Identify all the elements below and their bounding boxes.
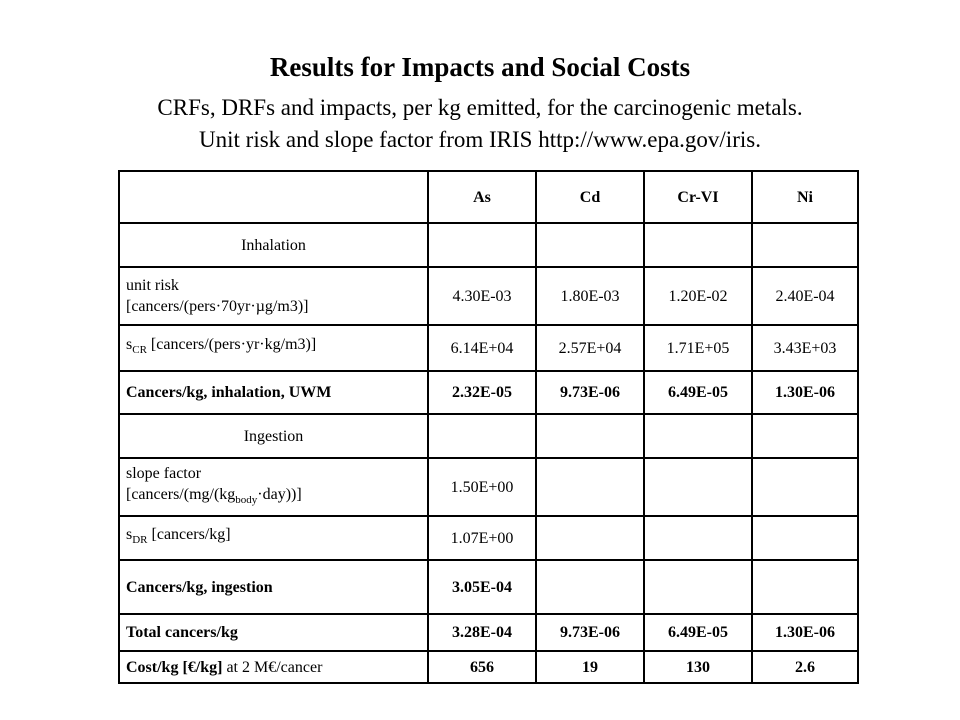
slope-factor-cr-vi bbox=[643, 457, 753, 517]
cost-cd: 19 bbox=[535, 650, 645, 684]
slope-factor-label: slope factor [cancers/(mg/(kgbody·day))] bbox=[118, 457, 429, 517]
cancers-ingestion-cd bbox=[535, 559, 645, 615]
inhalation-section-row: Inhalation bbox=[118, 222, 859, 268]
results-table: As Cd Cr-VI Ni Inhalation unit risk [canc… bbox=[118, 170, 859, 684]
cancers-ingestion-row: Cancers/kg, ingestion 3.05E-04 bbox=[118, 559, 859, 615]
table-cell bbox=[535, 413, 645, 459]
table-cell bbox=[643, 222, 753, 268]
header-cell-ni: Ni bbox=[751, 170, 859, 224]
scr-row: sCR [cancers/(pers·yr·kg/m3)] 6.14E+04 2… bbox=[118, 324, 859, 372]
sdr-label: sDR [cancers/kg] bbox=[118, 515, 429, 561]
table-cell bbox=[751, 413, 859, 459]
scr-as: 6.14E+04 bbox=[427, 324, 537, 372]
cost-as: 656 bbox=[427, 650, 537, 684]
cancers-inhalation-cr-vi: 6.49E-05 bbox=[643, 370, 753, 415]
scr-cd: 2.57E+04 bbox=[535, 324, 645, 372]
header-cell-empty bbox=[118, 170, 429, 224]
cancers-inhalation-row: Cancers/kg, inhalation, UWM 2.32E-05 9.7… bbox=[118, 370, 859, 415]
inhalation-label: Inhalation bbox=[118, 222, 429, 268]
cancers-ingestion-label: Cancers/kg, ingestion bbox=[118, 559, 429, 615]
sdr-cr-vi bbox=[643, 515, 753, 561]
header-cell-as: As bbox=[427, 170, 537, 224]
cost-label: Cost/kg [€/kg] at 2 M€/cancer bbox=[118, 650, 429, 684]
total-cancers-row: Total cancers/kg 3.28E-04 9.73E-06 6.49E… bbox=[118, 613, 859, 652]
sdr-ni bbox=[751, 515, 859, 561]
total-cancers-as: 3.28E-04 bbox=[427, 613, 537, 652]
total-cancers-cd: 9.73E-06 bbox=[535, 613, 645, 652]
table-cell bbox=[535, 222, 645, 268]
unit-risk-cd: 1.80E-03 bbox=[535, 266, 645, 326]
slope-factor-as: 1.50E+00 bbox=[427, 457, 537, 517]
header-cell-cd: Cd bbox=[535, 170, 645, 224]
unit-risk-label: unit risk [cancers/(pers·70yr·µg/m3)] bbox=[118, 266, 429, 326]
unit-risk-ni: 2.40E-04 bbox=[751, 266, 859, 326]
cancers-ingestion-as: 3.05E-04 bbox=[427, 559, 537, 615]
cost-cr-vi: 130 bbox=[643, 650, 753, 684]
table-cell bbox=[427, 413, 537, 459]
sdr-as: 1.07E+00 bbox=[427, 515, 537, 561]
cancers-inhalation-cd: 9.73E-06 bbox=[535, 370, 645, 415]
cancers-inhalation-as: 2.32E-05 bbox=[427, 370, 537, 415]
unit-risk-row: unit risk [cancers/(pers·70yr·µg/m3)] 4.3… bbox=[118, 266, 859, 326]
header-row: As Cd Cr-VI Ni bbox=[118, 170, 859, 224]
ingestion-section-row: Ingestion bbox=[118, 413, 859, 459]
unit-risk-cr-vi: 1.20E-02 bbox=[643, 266, 753, 326]
table-cell bbox=[427, 222, 537, 268]
total-cancers-label: Total cancers/kg bbox=[118, 613, 429, 652]
subtitle-line-1: CRFs, DRFs and impacts, per kg emitted, … bbox=[157, 95, 803, 120]
table-cell bbox=[643, 413, 753, 459]
header-cell-cr-vi: Cr-VI bbox=[643, 170, 753, 224]
ingestion-label: Ingestion bbox=[118, 413, 429, 459]
cost-ni: 2.6 bbox=[751, 650, 859, 684]
cancers-inhalation-ni: 1.30E-06 bbox=[751, 370, 859, 415]
slide-title: Results for Impacts and Social Costs bbox=[269, 52, 691, 82]
subtitle-line-2: Unit risk and slope factor from IRIS htt… bbox=[199, 127, 761, 152]
cancers-ingestion-cr-vi bbox=[643, 559, 753, 615]
unit-risk-as: 4.30E-03 bbox=[427, 266, 537, 326]
slope-factor-ni bbox=[751, 457, 859, 517]
sdr-row: sDR [cancers/kg] 1.07E+00 bbox=[118, 515, 859, 561]
scr-label: sCR [cancers/(pers·yr·kg/m3)] bbox=[118, 324, 429, 372]
cancers-inhalation-label: Cancers/kg, inhalation, UWM bbox=[118, 370, 429, 415]
sdr-cd bbox=[535, 515, 645, 561]
total-cancers-ni: 1.30E-06 bbox=[751, 613, 859, 652]
total-cancers-cr-vi: 6.49E-05 bbox=[643, 613, 753, 652]
cancers-ingestion-ni bbox=[751, 559, 859, 615]
slope-factor-row: slope factor [cancers/(mg/(kgbody·day))] … bbox=[118, 457, 859, 517]
cost-row: Cost/kg [€/kg] at 2 M€/cancer 656 19 130… bbox=[118, 650, 859, 684]
slope-factor-cd bbox=[535, 457, 645, 517]
table-cell bbox=[751, 222, 859, 268]
scr-ni: 3.43E+03 bbox=[751, 324, 859, 372]
scr-cr-vi: 1.71E+05 bbox=[643, 324, 753, 372]
